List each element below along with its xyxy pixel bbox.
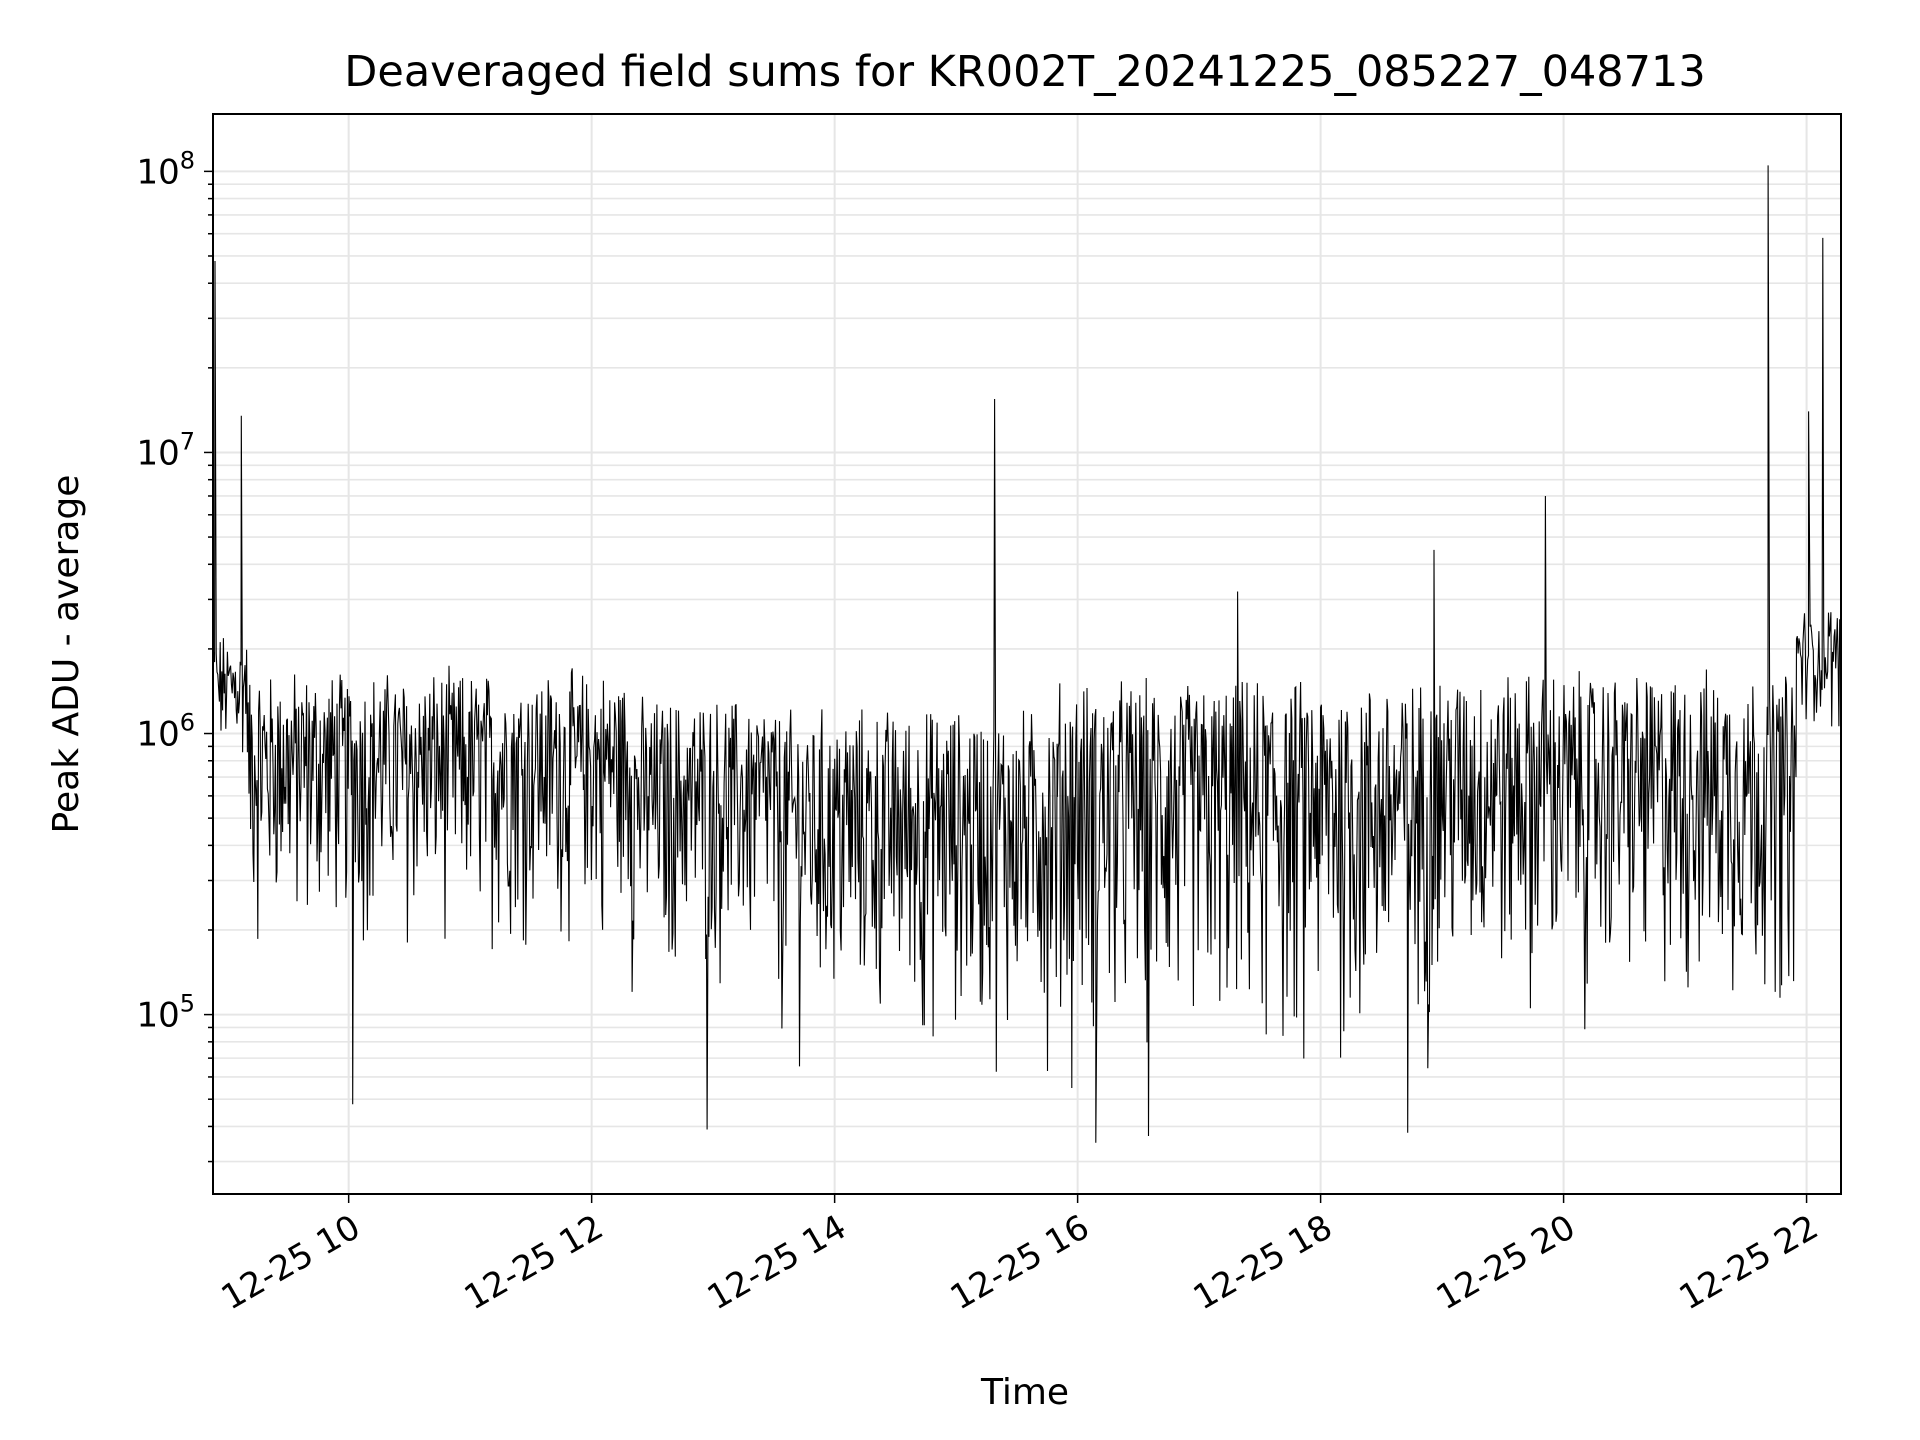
- y-tick-base: 10: [136, 152, 179, 192]
- y-tick-exponent: 7: [180, 427, 195, 455]
- y-tick-base: 10: [136, 433, 179, 473]
- y-tick-label: 106: [136, 709, 195, 755]
- y-tick-label: 107: [136, 427, 195, 473]
- chart-title: Deaveraged field sums for KR002T_2024122…: [344, 47, 1706, 97]
- y-tick-exponent: 8: [180, 146, 195, 174]
- y-tick-exponent: 6: [180, 709, 195, 737]
- y-axis-label: Peak ADU - average: [46, 475, 87, 834]
- plot-frame: [212, 113, 1842, 1195]
- y-tick-base: 10: [136, 715, 179, 755]
- y-tick-label: 108: [136, 146, 195, 192]
- y-tick-exponent: 5: [180, 990, 195, 1018]
- x-axis-label: Time: [980, 1372, 1069, 1413]
- y-tick-label: 105: [136, 990, 195, 1036]
- series-line: [213, 165, 1841, 1143]
- y-tick-base: 10: [136, 996, 179, 1036]
